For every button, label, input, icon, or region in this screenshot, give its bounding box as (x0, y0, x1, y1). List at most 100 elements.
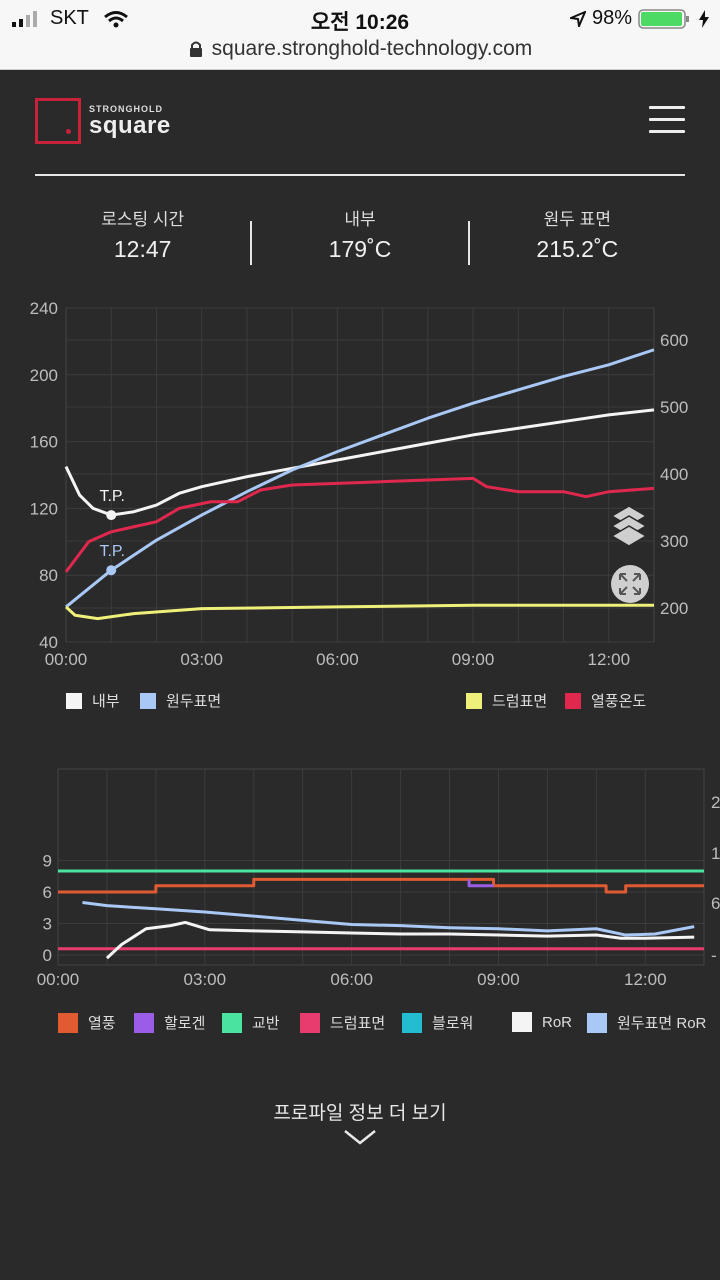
fullscreen-arrows (619, 573, 641, 595)
y-left-tick: 9 (43, 852, 52, 871)
x-tick: 00:00 (37, 970, 80, 989)
wifi-icon (103, 10, 128, 27)
series-line-원두표면 RoR (82, 901, 695, 937)
carrier-label: SKT (50, 7, 89, 29)
y-left-tick: 80 (39, 566, 58, 585)
x-tick: 06:00 (316, 650, 359, 669)
legend-item[interactable]: 드럼표면 (300, 1012, 385, 1033)
stat-value: 12:47 (113, 236, 172, 262)
legend-label: 할로겐 (164, 1015, 206, 1032)
series-line-할로겐 (467, 879, 494, 888)
legend-swatch (134, 1012, 154, 1033)
stat-label: 로스팅 시간 (101, 210, 185, 229)
signal-icon (12, 10, 37, 27)
y-left-tick: 120 (30, 499, 58, 518)
app-header: STRONGHOLD square (35, 96, 685, 176)
legend-item[interactable]: 열풍온도 (565, 690, 646, 711)
battery-icon (638, 8, 689, 29)
legend-swatch (222, 1012, 242, 1033)
legend-label: 드럼표면 (492, 693, 548, 710)
turning-point-marker (106, 510, 117, 521)
y-right-tick: 15 (711, 844, 720, 863)
logo-small-text: STRONGHOLD (89, 103, 163, 114)
ror-control-chart: 9 6 3 0 2 15 6 - 00:00 03:00 06:00 09:00 12:00 (37, 768, 720, 989)
clock: 오전 10:26 (310, 11, 410, 34)
y-left-tick: 3 (43, 915, 52, 934)
x-tick: 12:00 (624, 970, 667, 989)
y-right-tick: 6 (711, 894, 720, 913)
location-arrow-icon (569, 10, 586, 27)
plot-frame (57, 768, 705, 966)
legend-item[interactable]: 드럼표면 (466, 690, 547, 711)
layers-icon[interactable] (610, 505, 648, 547)
divider (250, 221, 253, 265)
turning-point-marker (106, 565, 117, 576)
legend-item[interactable]: 열풍 (58, 1012, 116, 1033)
legend-swatch (565, 692, 581, 709)
y-left-tick: 6 (43, 883, 52, 902)
logo-mark (35, 98, 81, 144)
y-right-tick: 400 (660, 465, 688, 484)
stat-label: 내부 (344, 210, 376, 229)
x-tick: 00:00 (45, 650, 88, 669)
legend-swatch (587, 1012, 607, 1033)
legend-swatch (402, 1012, 422, 1033)
series-line-열풍온도 (64, 476, 655, 573)
turning-point-label: T.P. (99, 543, 125, 560)
y-left-tick: 200 (30, 366, 58, 385)
stat-bean-surface-temp: 원두 표면 215.2˚C (470, 205, 685, 269)
legend-swatch (512, 1012, 532, 1032)
y-right-tick: 2 (711, 793, 720, 812)
legend-item[interactable]: 할로겐 (134, 1012, 205, 1033)
legend-item[interactable]: 내부 (66, 690, 120, 711)
fullscreen-icon[interactable] (611, 565, 649, 603)
y-right-tick: 200 (660, 599, 688, 618)
ror-chart-legend: 열풍 할로겐 교반 드럼표면 블로워 RoR 원두표면 RoR (0, 1012, 720, 1036)
legend-item[interactable]: 원두표면 RoR (587, 1012, 706, 1033)
legend-label: 열풍 (88, 1015, 116, 1032)
y-right-tick: 500 (660, 398, 688, 417)
legend-item[interactable]: 교반 (222, 1012, 280, 1033)
logo[interactable]: STRONGHOLD square (35, 98, 171, 144)
y-left-tick: 0 (43, 946, 52, 965)
status-right: 98% (569, 7, 710, 30)
status-bar: SKT 오전 10:26 98% (0, 0, 720, 36)
divider (467, 221, 470, 265)
x-tick: 09:00 (477, 970, 520, 989)
legend-item[interactable]: 블로워 (402, 1012, 473, 1033)
legend-swatch (58, 1012, 78, 1033)
address-bar[interactable]: square.stronghold-technology.com (0, 36, 720, 70)
url-display[interactable]: square.stronghold-technology.com (188, 37, 532, 61)
stat-value: 215.2˚C (536, 236, 619, 262)
legend-item[interactable]: 원두표면 (140, 690, 221, 711)
x-tick: 06:00 (330, 970, 373, 989)
legend-label: 내부 (92, 693, 120, 710)
turning-point-label: T.P. (99, 488, 125, 505)
hamburger-menu-button[interactable] (649, 106, 685, 134)
x-tick: 09:00 (452, 650, 495, 669)
temperature-chart-legend: 내부 원두표면 드럼표면 열풍온도 (0, 690, 720, 714)
legend-label: 열풍온도 (591, 693, 647, 710)
stat-label: 원두 표면 (543, 210, 611, 229)
y-right-tick: - (711, 946, 717, 965)
legend-label: 원두표면 (166, 693, 222, 710)
legend-swatch (66, 692, 82, 709)
series-line-열풍 (58, 877, 704, 894)
status-left: SKT (12, 7, 129, 30)
charging-icon (699, 9, 709, 28)
more-profile-info-link[interactable]: 프로파일 정보 더 보기 (273, 1103, 447, 1124)
stat-value: 179˚C (328, 236, 392, 262)
legend-label: 블로워 (432, 1015, 474, 1032)
legend-item[interactable]: RoR (512, 1012, 572, 1032)
stat-inner-temp: 내부 179˚C (252, 205, 467, 269)
plot-frame (65, 307, 655, 643)
legend-swatch (140, 692, 156, 709)
x-tick: 03:00 (180, 650, 223, 669)
y-left-tick: 40 (39, 633, 58, 652)
y-left-tick: 240 (30, 299, 58, 318)
series-line-드럼표면 (64, 603, 654, 621)
layer-shape (610, 525, 648, 547)
lock-icon (189, 41, 202, 57)
chevron-down-icon[interactable] (343, 1128, 377, 1146)
x-tick: 12:00 (587, 650, 630, 669)
